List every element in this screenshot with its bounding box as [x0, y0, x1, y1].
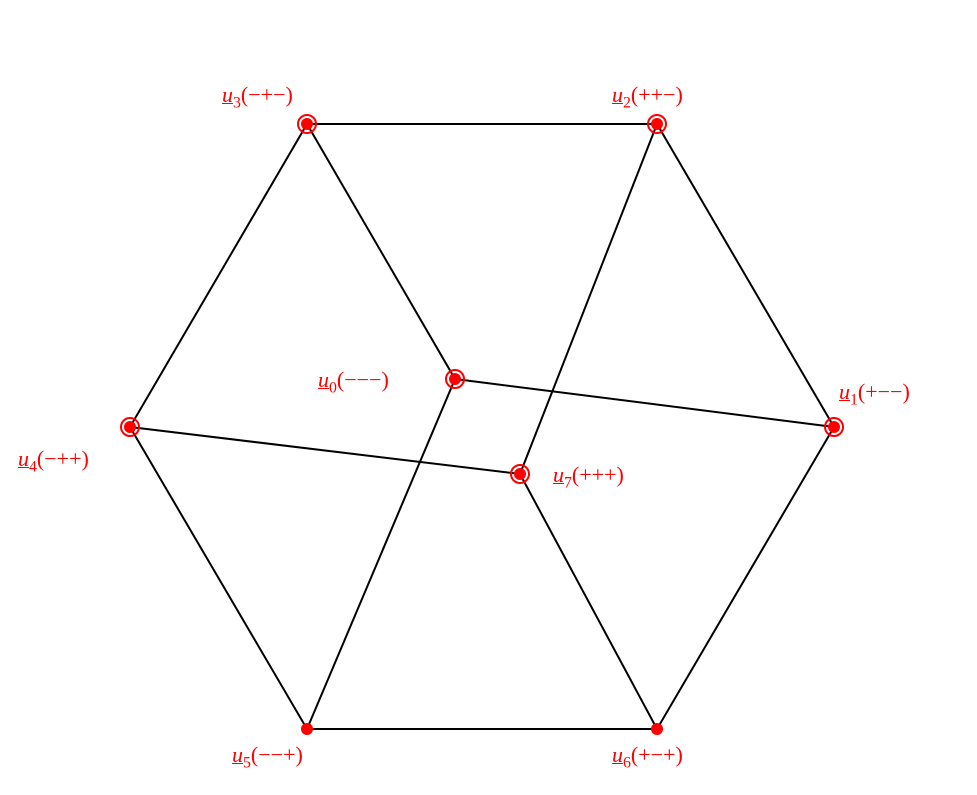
- edge-u5-u0: [307, 379, 455, 729]
- edge-u4-u5: [130, 427, 307, 729]
- label-u6-u: u: [612, 742, 623, 767]
- label-u0: u0(−−−): [318, 369, 389, 396]
- label-u2-u: u: [612, 82, 623, 107]
- cube-edges: [0, 0, 977, 795]
- label-u6: u6(+−+): [612, 744, 683, 771]
- node-u0: [449, 373, 461, 385]
- label-u0-u: u: [318, 367, 329, 392]
- label-u3: u3(−+−): [222, 84, 293, 111]
- label-u1-sub: 1: [850, 391, 858, 408]
- label-u6-signs: (+−+): [631, 742, 683, 767]
- edge-u7-u6: [520, 474, 657, 729]
- node-u1: [828, 421, 840, 433]
- label-u3-signs: (−+−): [241, 82, 293, 107]
- edge-u1-u0: [455, 379, 834, 427]
- edge-u3-u4: [130, 124, 307, 427]
- edge-u2-u7: [520, 124, 657, 474]
- label-u3-u: u: [222, 82, 233, 107]
- label-u7-u: u: [553, 462, 564, 487]
- label-u0-signs: (−−−): [337, 367, 389, 392]
- node-u5: [301, 723, 313, 735]
- node-u7: [514, 468, 526, 480]
- edge-u0-u3: [307, 124, 455, 379]
- label-u4-sub: 4: [29, 458, 37, 475]
- label-u0-sub: 0: [329, 379, 337, 396]
- label-u4-signs: (−++): [37, 446, 89, 471]
- label-u1-u: u: [839, 379, 850, 404]
- label-u4-u: u: [18, 446, 29, 471]
- label-u7: u7(+++): [553, 464, 624, 491]
- label-u2-signs: (++−): [631, 82, 683, 107]
- node-u2: [651, 118, 663, 130]
- label-u2-sub: 2: [623, 94, 631, 111]
- label-u7-signs: (+++): [572, 462, 624, 487]
- edge-u7-u4: [130, 427, 520, 474]
- label-u4: u4(−++): [18, 448, 89, 475]
- label-u5-sub: 5: [243, 754, 251, 771]
- edge-u6-u1: [657, 427, 834, 729]
- label-u3-sub: 3: [233, 94, 241, 111]
- label-u5-u: u: [232, 742, 243, 767]
- label-u1: u1(+−−): [839, 381, 910, 408]
- node-u6: [651, 723, 663, 735]
- label-u7-sub: 7: [564, 474, 572, 491]
- edge-u2-u1: [657, 124, 834, 427]
- label-u5: u5(−−+): [232, 744, 303, 771]
- node-u4: [124, 421, 136, 433]
- label-u5-signs: (−−+): [251, 742, 303, 767]
- label-u2: u2(++−): [612, 84, 683, 111]
- node-u3: [301, 118, 313, 130]
- label-u6-sub: 6: [623, 754, 631, 771]
- label-u1-signs: (+−−): [858, 379, 910, 404]
